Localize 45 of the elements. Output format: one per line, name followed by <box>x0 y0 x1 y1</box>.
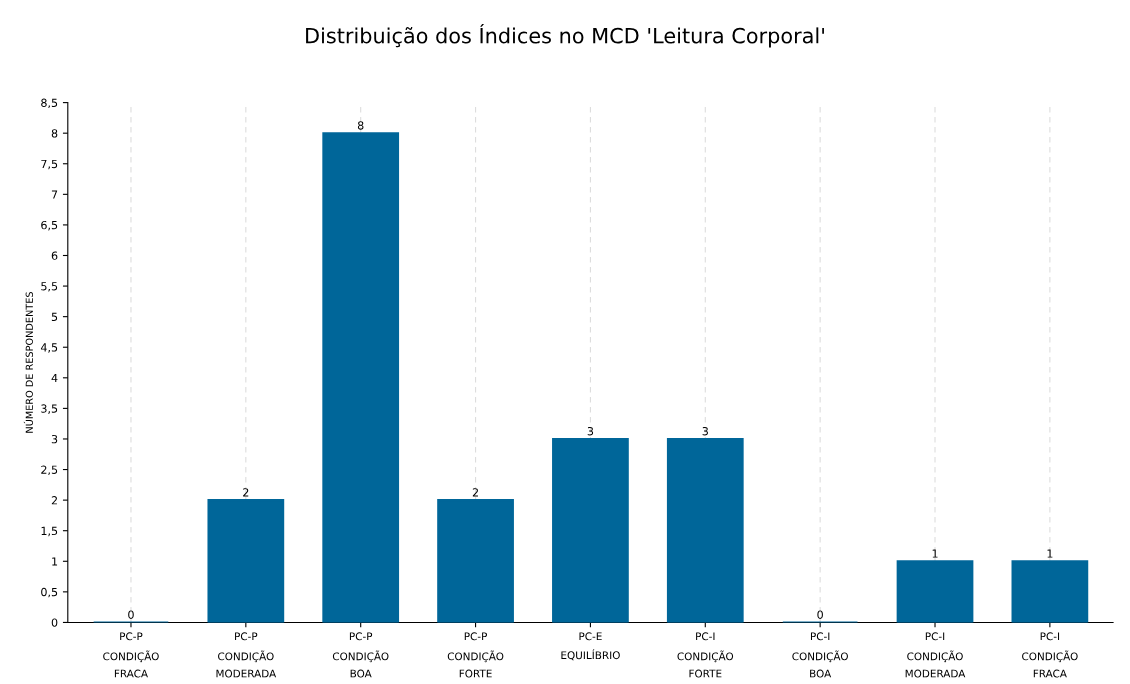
y-tick-label: 7,5 <box>41 159 58 170</box>
data-label: 0 <box>128 610 134 619</box>
y-tick-label: 6 <box>51 251 58 260</box>
y-tick-label: 0,5 <box>41 587 58 598</box>
y-tick-label: 2 <box>51 496 57 505</box>
y-tick-label: 5 <box>51 312 58 322</box>
y-tick-label: 3 <box>51 434 58 444</box>
x-tick-label: PC-P CONDIÇÃO MODERADA <box>216 632 277 678</box>
y-tick-label: 8,5 <box>41 98 58 109</box>
y-tick-label: 8 <box>51 129 58 138</box>
y-tick-label: 4 <box>51 373 58 383</box>
bar <box>1011 560 1089 623</box>
y-axis-title: NÚMERO DE RESPONDENTES <box>23 291 33 433</box>
y-tick-label: 1 <box>52 557 58 566</box>
x-tick-label: PC-P CONDIÇÃO FRACA <box>103 632 159 678</box>
x-tick-label: PC-P CONDIÇÃO FORTE <box>447 632 504 678</box>
x-tick-label: PC-I CONDIÇÃO FORTE <box>677 632 734 678</box>
x-tick-label: PC-P CONDIÇÃO BOA <box>332 632 389 678</box>
y-tick-label: 5,5 <box>41 282 58 292</box>
data-label: 1 <box>932 549 938 558</box>
y-tick-label: 3,5 <box>41 404 58 414</box>
bar <box>322 132 400 623</box>
bar <box>207 499 285 623</box>
y-tick-label: 2,5 <box>41 465 58 476</box>
x-tick-label: PC-I CONDIÇÃO MODERADA <box>905 632 966 678</box>
data-label: 3 <box>587 427 594 436</box>
bar <box>896 560 974 623</box>
bar <box>552 437 629 623</box>
data-label: 2 <box>243 488 249 497</box>
y-tick-label: 4,5 <box>40 343 58 353</box>
bar <box>437 499 514 623</box>
x-tick-label: PC-E EQUILÍBRIO <box>561 632 620 661</box>
bar <box>666 437 744 623</box>
y-tick-label: 1,5 <box>41 526 58 537</box>
x-tick-label: PC-I CONDIÇÃO FRACA <box>1022 632 1078 678</box>
data-label: 3 <box>702 427 708 436</box>
data-label: 8 <box>357 121 364 130</box>
y-tick-label: 0 <box>51 618 58 627</box>
chart-title: Distribuição dos Índices no MCD 'Leitura Corporal' <box>306 23 824 48</box>
data-label: 1 <box>1047 549 1053 558</box>
y-tick-label: 6,5 <box>41 220 58 231</box>
y-tick-label: 7 <box>51 190 58 199</box>
data-label: 0 <box>817 610 823 619</box>
x-tick-label: PC-I CONDIÇÃO BOA <box>792 632 848 678</box>
data-label: 2 <box>472 488 478 497</box>
